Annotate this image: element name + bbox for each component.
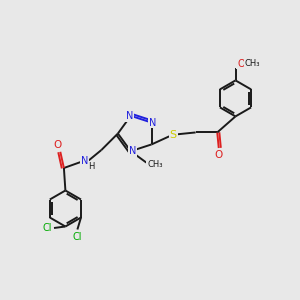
Text: CH₃: CH₃ xyxy=(147,160,163,169)
Text: H: H xyxy=(88,162,95,171)
Text: Cl: Cl xyxy=(73,232,82,242)
Text: N: N xyxy=(126,111,133,121)
Text: S: S xyxy=(169,130,177,140)
Text: N: N xyxy=(81,156,88,166)
Text: N: N xyxy=(149,118,156,128)
Text: O: O xyxy=(237,58,245,69)
Text: N: N xyxy=(129,146,136,156)
Text: CH₃: CH₃ xyxy=(244,59,260,68)
Text: O: O xyxy=(54,140,62,150)
Text: O: O xyxy=(214,150,223,160)
Text: Cl: Cl xyxy=(42,223,52,233)
